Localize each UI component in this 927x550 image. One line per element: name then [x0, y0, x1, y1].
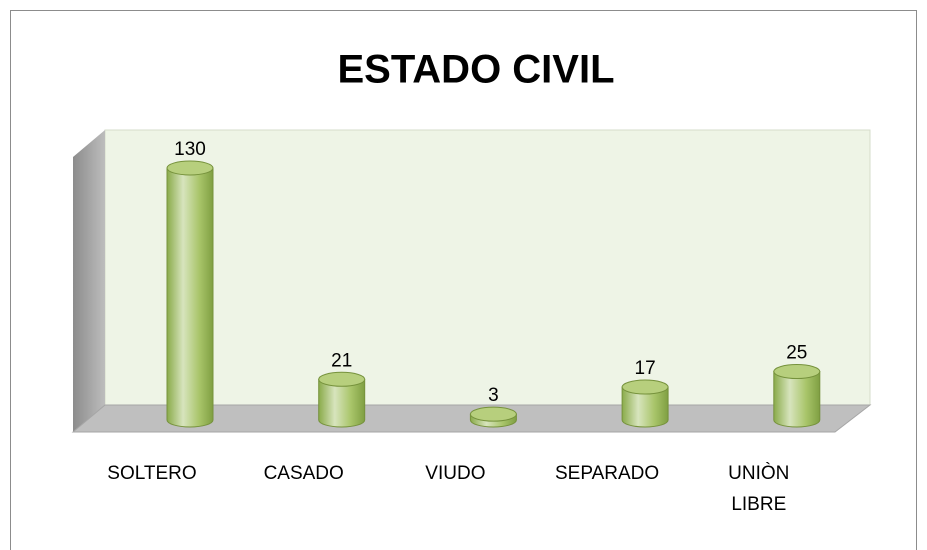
plot: 130 SOLTERO 21 CASADO 3 VIUDO 17 SEPARADO 25 UNIÒ…: [107, 139, 821, 515]
bar-body: [773, 371, 821, 428]
chart-title: ESTADO CIVIL: [337, 48, 614, 92]
data-label: 25: [786, 343, 807, 364]
bar: [166, 160, 214, 428]
bar: [773, 364, 821, 428]
bar-top: [773, 364, 821, 380]
bar: [621, 379, 669, 428]
bar: [469, 406, 517, 428]
data-label: 21: [331, 350, 352, 371]
bar-body: [621, 386, 669, 428]
bar: [318, 371, 366, 428]
x-tick-label: SOLTERO: [107, 463, 196, 484]
x-tick-label: UNIÒN LIBRE: [728, 462, 789, 515]
x-tick-label: VIUDO: [425, 463, 485, 484]
bar-body: [318, 378, 366, 428]
data-label: 17: [635, 358, 656, 379]
x-tick-label: CASADO: [264, 463, 344, 484]
bar-top: [621, 379, 669, 395]
bar-top: [469, 406, 517, 422]
back-wall: [104, 129, 871, 406]
data-label: 130: [174, 139, 206, 160]
bar-body: [166, 167, 214, 428]
x-tick-label: SEPARADO: [555, 463, 659, 484]
data-label: 3: [488, 385, 499, 406]
bar-top: [318, 371, 366, 387]
side-wall: [73, 130, 105, 432]
bar-top: [166, 160, 214, 176]
